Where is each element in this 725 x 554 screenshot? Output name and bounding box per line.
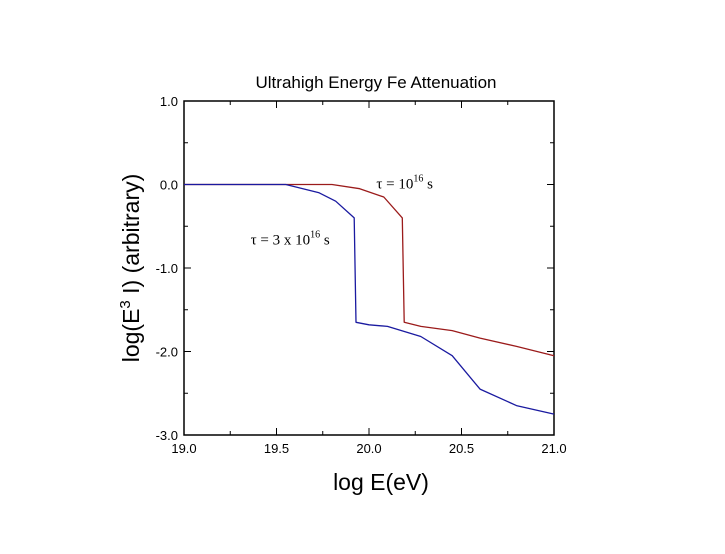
x-tick-label: 21.0: [541, 441, 566, 456]
x-axis-label: log E(eV): [333, 469, 429, 495]
annotation-prefix: τ = 10: [376, 177, 413, 193]
series-layer: [184, 183, 555, 415]
x-tick-label: 20.5: [449, 441, 474, 456]
x-tick-label: 20.0: [356, 441, 381, 456]
y-axis-label-suffix: I) (arbitrary): [118, 174, 144, 301]
annotations: τ = 1016 sτ = 3 x 1016 s: [251, 174, 434, 249]
annotation-tau1: τ = 1016 s: [376, 174, 433, 193]
chart-title: Ultrahigh Energy Fe Attenuation: [256, 73, 497, 92]
annotation-suffix: s: [320, 233, 330, 249]
y-tick-label: -2.0: [156, 345, 178, 360]
y-tick-label: 0.0: [160, 178, 178, 193]
y-axis-label-superscript: 3: [117, 300, 134, 308]
y-axis-ticks: 1.0 0.0 -1.0 -2.0 -3.0: [156, 94, 554, 443]
annotation-prefix: τ = 3 x 10: [251, 233, 311, 249]
series-line-2: [184, 183, 555, 415]
annotation-superscript: 16: [413, 174, 423, 185]
x-axis-ticks: 19.0 19.5 20.0 20.5 21.0: [171, 101, 567, 456]
y-tick-label: 1.0: [160, 94, 178, 109]
x-tick-label: 19.0: [171, 441, 196, 456]
y-axis-label: log(E3 I) (arbitrary): [117, 174, 144, 363]
annotation-tau2: τ = 3 x 1016 s: [251, 230, 330, 249]
x-tick-label: 19.5: [264, 441, 289, 456]
plot-frame: [183, 100, 555, 436]
y-tick-label: -3.0: [156, 428, 178, 443]
y-tick-label: -1.0: [156, 261, 178, 276]
y-axis-label-prefix: log(E: [118, 309, 144, 363]
annotation-suffix: s: [423, 177, 433, 193]
series-line-1: [184, 183, 555, 357]
annotation-superscript: 16: [310, 230, 320, 241]
